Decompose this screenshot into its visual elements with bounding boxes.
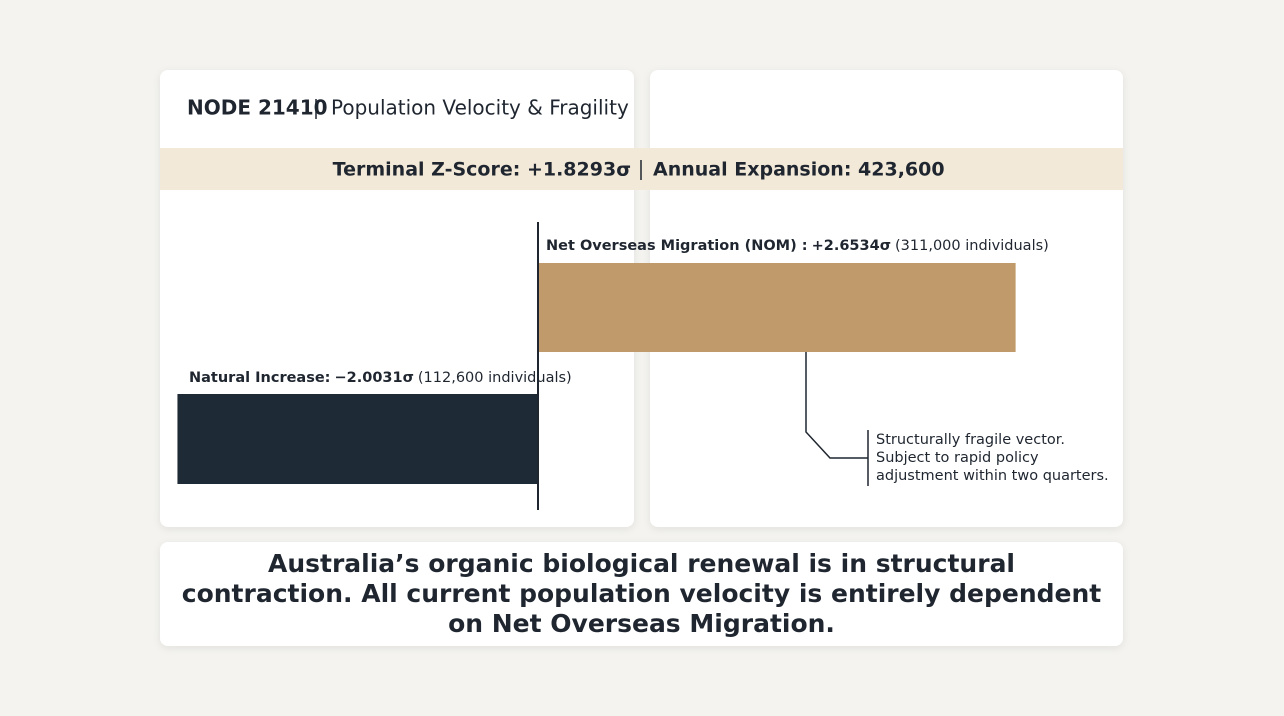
bar-label: Net Overseas Migration (NOM) : +2.6534σ (3… [546,238,1049,254]
footer-card [160,542,1123,646]
value-label: −2.0031σ [334,370,413,386]
bar [177,394,538,484]
footer-text: Australia’s organic biological renewal i… [181,549,1102,638]
z-score: Terminal Z-Score: +1.8293σ [333,159,631,181]
connector [805,352,868,459]
expansion: Annual Expansion: 423,600 [653,159,945,181]
bar-label: Natural Increase: −2.0031σ (112,600 indivi… [189,370,572,386]
note-label: (112,600 individuals) [418,370,572,386]
bar [538,263,1016,352]
value-label: +2.6534σ [812,238,891,254]
annotation: adjustment within two quarters. [876,468,1109,484]
node-id: NODE 21410 [187,96,328,120]
header-title: Population Velocity & Fragility [331,96,629,120]
category-label: Net Overseas Migration (NOM) : [546,238,808,254]
note-label: (311,000 individuals) [895,238,1049,254]
annotation: Subject to rapid policy [876,450,1039,466]
annotation: Structurally fragile vector. [876,432,1065,448]
plot: Natural Increase: −2.0031σ (112,600 indivi… [177,222,1109,510]
category-label: Natural Increase: [189,370,330,386]
